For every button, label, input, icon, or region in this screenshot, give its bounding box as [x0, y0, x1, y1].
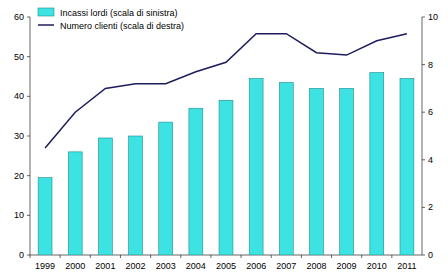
y-tick: [27, 56, 30, 57]
y2-tick: [422, 207, 425, 208]
y2-tick-label: 10: [428, 12, 438, 22]
y2-tick-label: 0: [428, 250, 433, 260]
y-tick-label: 30: [14, 131, 24, 141]
x-tick-label: 2003: [156, 261, 176, 271]
x-tick: [180, 255, 181, 258]
chart: 0 10 20 30 40 50 60 0 2 4 6 8 10 1999 2000 2001 2002 2003…: [0, 0, 448, 280]
bar: [159, 122, 173, 255]
y-tick-label: 50: [14, 52, 24, 62]
x-tick: [391, 255, 392, 258]
x-tick: [90, 255, 91, 258]
legend-swatch: [38, 8, 54, 16]
x-tick-label: 2004: [186, 261, 206, 271]
y-tick: [27, 255, 30, 256]
bar: [310, 88, 324, 255]
y-tick-label: 0: [19, 250, 24, 260]
x-tick-label: 2005: [216, 261, 236, 271]
bar: [400, 78, 414, 255]
x-tick-label: 2002: [126, 261, 146, 271]
x-tick: [331, 255, 332, 258]
y-tick: [27, 96, 30, 97]
bar: [98, 138, 112, 255]
legend-swatch: [38, 24, 54, 26]
y2-tick-label: 4: [428, 155, 433, 165]
legend-label: Incassi lordi (scala di sinistra): [60, 8, 178, 18]
y-tick-label: 10: [14, 210, 24, 220]
y2-tick-label: 8: [428, 60, 433, 70]
bar: [68, 152, 82, 255]
y-tick: [27, 17, 30, 18]
y-tick-label: 20: [14, 171, 24, 181]
bar: [38, 178, 52, 255]
y-tick: [27, 175, 30, 176]
x-tick-label: 2001: [95, 261, 115, 271]
x-tick: [210, 255, 211, 258]
x-tick-label: 2007: [276, 261, 296, 271]
x-tick-label: 1999: [35, 261, 55, 271]
y2-tick: [422, 255, 425, 256]
x-tick-label: 2011: [397, 261, 416, 271]
bar: [219, 100, 233, 255]
x-tick: [301, 255, 302, 258]
y-tick-label: 60: [14, 12, 24, 22]
y2-axis: [422, 17, 423, 255]
x-tick-label: 2009: [337, 261, 357, 271]
bar: [129, 136, 143, 255]
legend-label: Numero clienti (scala di destra): [60, 21, 184, 31]
x-tick-label: 2006: [246, 261, 266, 271]
y-tick: [27, 136, 30, 137]
y2-tick: [422, 112, 425, 113]
y2-tick: [422, 17, 425, 18]
y2-tick: [422, 159, 425, 160]
x-tick: [241, 255, 242, 258]
x-tick: [60, 255, 61, 258]
bar: [340, 88, 354, 255]
y2-tick-label: 2: [428, 202, 433, 212]
y2-tick: [422, 64, 425, 65]
x-tick-label: 2008: [306, 261, 326, 271]
y-tick-label: 40: [14, 91, 24, 101]
x-tick: [150, 255, 151, 258]
plot-marks: [38, 34, 414, 255]
x-tick: [271, 255, 272, 258]
x-tick: [120, 255, 121, 258]
x-tick: [361, 255, 362, 258]
bar: [279, 82, 293, 255]
y-axis: [30, 17, 31, 255]
x-tick-label: 2010: [367, 261, 387, 271]
y2-tick-label: 6: [428, 107, 433, 117]
x-tick: [30, 255, 31, 258]
line: [45, 34, 407, 148]
bar: [189, 108, 203, 255]
bar: [370, 73, 384, 255]
y-tick: [27, 215, 30, 216]
x-tick-label: 2000: [65, 261, 85, 271]
bar: [249, 78, 263, 255]
